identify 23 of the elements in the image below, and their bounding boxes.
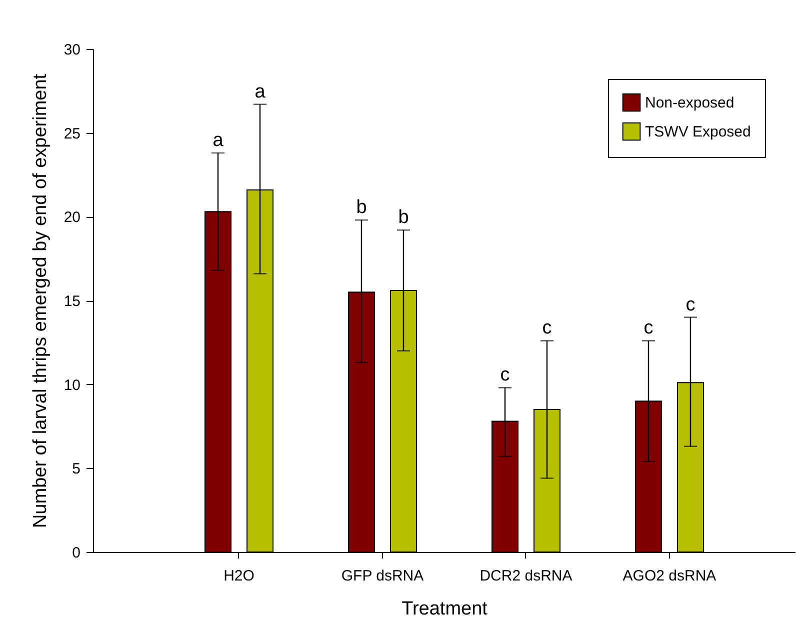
annotation: a [254,81,266,102]
legend-label: TSWV Exposed [645,124,751,140]
x-axis-title: Treatment [402,598,488,620]
annotation: c [500,364,510,386]
y-tick-label: 25 [64,125,80,142]
annotation: b [398,207,409,228]
annotation: c [542,318,552,339]
x-tick-label: AGO2 dsRNA [622,568,716,584]
x-tick-label: DCR2 dsRNA [480,568,572,584]
legend-label: Non-exposed [645,94,734,112]
y-tick-label: 10 [64,376,80,394]
annotation: a [212,130,224,151]
annotation: b [356,197,367,218]
y-axis-title: Number of larval thrips emerged by end of experiment [30,73,51,528]
x-tick-label: GFP dsRNA [341,568,424,584]
annotation: c [686,294,696,316]
x-tick-label: H2O [224,568,254,584]
y-tick-label: 5 [72,460,80,478]
y-tick-label: 20 [64,209,80,226]
y-tick-label: 30 [64,42,80,58]
y-tick-label: 15 [64,293,80,310]
y-tick-label: 0 [72,544,80,562]
annotation: c [644,318,654,339]
